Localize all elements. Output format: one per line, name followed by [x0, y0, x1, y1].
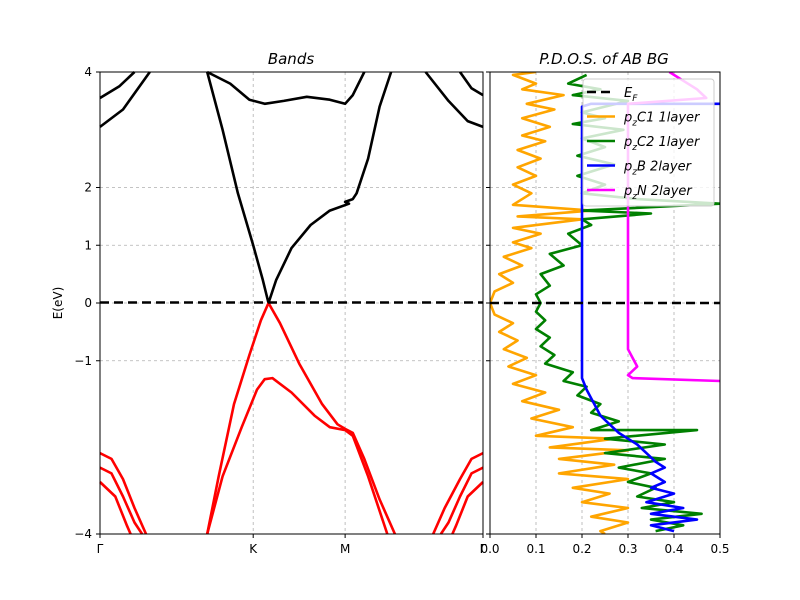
bands-lines	[99, 70, 484, 535]
pdos-xtick-label: 0.3	[618, 542, 637, 556]
legend-label: pzB 2layer	[623, 160, 693, 178]
pdos-title: P.D.O.S. of AB BG	[539, 50, 669, 68]
band-line	[439, 466, 484, 535]
band-line	[424, 71, 484, 129]
pdos-panel: P.D.O.S. of AB BG 0.0 0.1 0.2 0.3 0.4 0.5 EF p…	[480, 50, 729, 556]
band-line	[206, 70, 366, 106]
band-line	[99, 481, 132, 535]
bands-xtick-label: K	[249, 542, 258, 556]
bands-ytick-label: −4	[74, 527, 92, 541]
bands-ytick-label: 4	[84, 65, 92, 79]
bands-ytick-label: 1	[84, 238, 92, 252]
band-line	[99, 466, 144, 535]
legend-label: EF	[624, 86, 638, 104]
bands-panel: Bands −4 −1 0 1 2 4 Γ K M Γ E(eV)	[51, 50, 487, 556]
bands-ytick-label: −1	[74, 354, 92, 368]
band-line	[458, 71, 484, 97]
band-line	[432, 451, 484, 535]
pdos-xtick-label: 0.2	[572, 542, 591, 556]
bands-xtick-label: Γ	[97, 542, 104, 556]
legend-label: pzN 2layer	[623, 184, 693, 202]
pdos-line	[580, 102, 720, 533]
band-line	[205, 376, 389, 535]
pdos-xtick-label: 0.0	[480, 542, 499, 556]
band-line	[99, 451, 148, 535]
pdos-yticks	[486, 71, 490, 535]
bands-ytick-label: 0	[84, 296, 92, 310]
pdos-line	[490, 72, 630, 534]
legend-label: pzC1 1layer	[623, 111, 701, 129]
band-line	[99, 71, 151, 128]
pdos-xticks: 0.0 0.1 0.2 0.3 0.4 0.5	[480, 534, 730, 556]
pdos-xtick-label: 0.5	[710, 542, 729, 556]
pdos-xtick-label: 0.1	[526, 542, 545, 556]
pdos-legend: EF pzC1 1layer pzC2 1layer pzB 2layer pzN 2l…	[582, 78, 715, 207]
band-line	[267, 302, 397, 535]
bands-yticks: −4 −1 0 1 2 4	[74, 65, 100, 541]
legend-box	[582, 78, 715, 207]
bands-ytick-label: 2	[84, 181, 92, 195]
band-line	[205, 71, 393, 305]
band-line	[99, 71, 136, 100]
band-line	[205, 302, 270, 535]
bands-xtick-label: M	[340, 542, 350, 556]
bands-ylabel: E(eV)	[51, 287, 65, 320]
band-line	[451, 481, 484, 535]
legend-label: pzC2 1layer	[623, 135, 701, 153]
bands-xtick-label: Γ	[480, 542, 487, 556]
pdos-xtick-label: 0.4	[664, 542, 683, 556]
bands-title: Bands	[268, 50, 315, 68]
